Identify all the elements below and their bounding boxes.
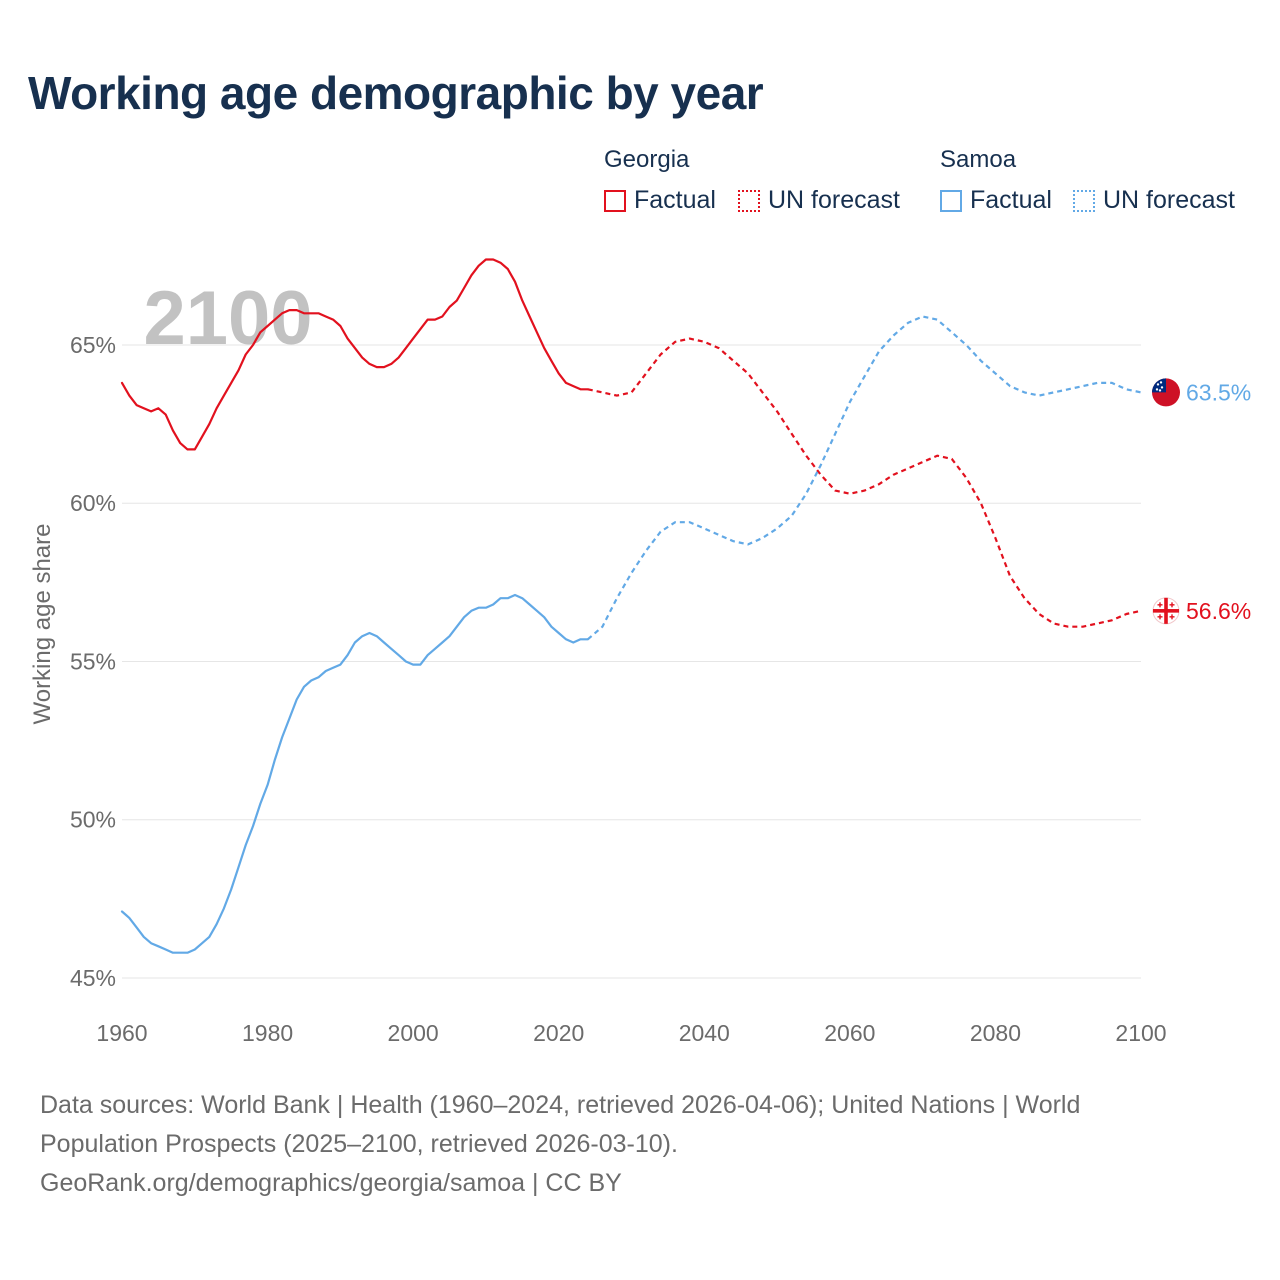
- x-tick-label: 2040: [679, 1020, 730, 1046]
- legend-title-georgia: Georgia: [604, 146, 690, 173]
- georgia-flag-small-cross: [1171, 602, 1173, 608]
- legend-samoa-forecast[interactable]: UN forecast: [1073, 186, 1235, 215]
- legend-title-samoa: Samoa: [940, 146, 1017, 173]
- y-tick-label: 45%: [70, 965, 116, 991]
- series-line-georgia-forecast: [587, 337, 1142, 628]
- y-tick-label: 50%: [70, 807, 116, 833]
- legend-georgia-factual[interactable]: Factual: [604, 186, 716, 215]
- y-tick-label: 60%: [70, 490, 116, 516]
- legend-label-samoa-forecast: UN forecast: [1103, 186, 1235, 214]
- x-tick-label: 1960: [96, 1020, 147, 1046]
- samoa-flag-star: [1159, 381, 1163, 384]
- source-note: Data sources: World Bank | Health (1960–…: [40, 1086, 1240, 1203]
- legend-label-samoa-factual: Factual: [970, 186, 1052, 214]
- year-label: 2100: [143, 276, 312, 361]
- x-tick-label: 2100: [1115, 1020, 1166, 1046]
- samoa-flag-star: [1155, 388, 1159, 391]
- series-line-samoa-forecast: [587, 315, 1142, 641]
- legend-swatch-samoa-forecast: [1073, 189, 1095, 212]
- x-tick-label: 2020: [533, 1020, 584, 1046]
- legend-georgia-forecast[interactable]: UN forecast: [738, 186, 900, 215]
- legend-label-georgia-factual: Factual: [634, 186, 716, 214]
- legend-label-georgia-forecast: UN forecast: [768, 186, 900, 214]
- x-tick-label: 1980: [242, 1020, 293, 1046]
- samoa-flag-canton: [1152, 378, 1166, 393]
- source-line-1: Data sources: World Bank | Health (1960–…: [40, 1091, 1081, 1119]
- series-line-samoa-factual: [120, 593, 589, 954]
- x-tick-label: 2000: [388, 1020, 439, 1046]
- source-line-2: Population Prospects (2025–2100, retriev…: [40, 1130, 678, 1158]
- georgia-flag-small-cross: [1171, 614, 1173, 620]
- y-axis-label: Working age share: [29, 524, 56, 725]
- series-line-georgia-factual: [120, 258, 589, 451]
- chart-title: Working age demographic by year: [28, 67, 764, 119]
- x-tick-label: 2080: [970, 1020, 1021, 1046]
- georgia-flag-small-cross: [1159, 602, 1161, 608]
- y-tick-label: 65%: [70, 332, 116, 358]
- legend-swatch-georgia-forecast: [738, 189, 760, 212]
- line-chart: 2100 45% 50% 55% 60% 65% 1960 1980 2000 2020 2040 2…: [29, 258, 1251, 1046]
- samoa-flag-star: [1160, 386, 1164, 389]
- x-tick-label: 2060: [824, 1020, 875, 1046]
- samoa-flag-star: [1156, 383, 1160, 386]
- samoa-flag-star: [1158, 389, 1162, 392]
- end-label-georgia: 56.6%: [1186, 598, 1251, 624]
- legend-swatch-samoa-factual: [940, 189, 962, 212]
- georgia-flag-small-cross: [1159, 614, 1161, 620]
- source-line-3[interactable]: GeoRank.org/demographics/georgia/samoa |…: [40, 1169, 622, 1197]
- georgia-flag-cross-h: [1153, 609, 1179, 613]
- legend-samoa-factual[interactable]: Factual: [940, 186, 1052, 215]
- y-tick-label: 55%: [70, 648, 116, 674]
- end-label-samoa: 63.5%: [1186, 379, 1251, 405]
- legend-swatch-georgia-factual: [604, 189, 626, 212]
